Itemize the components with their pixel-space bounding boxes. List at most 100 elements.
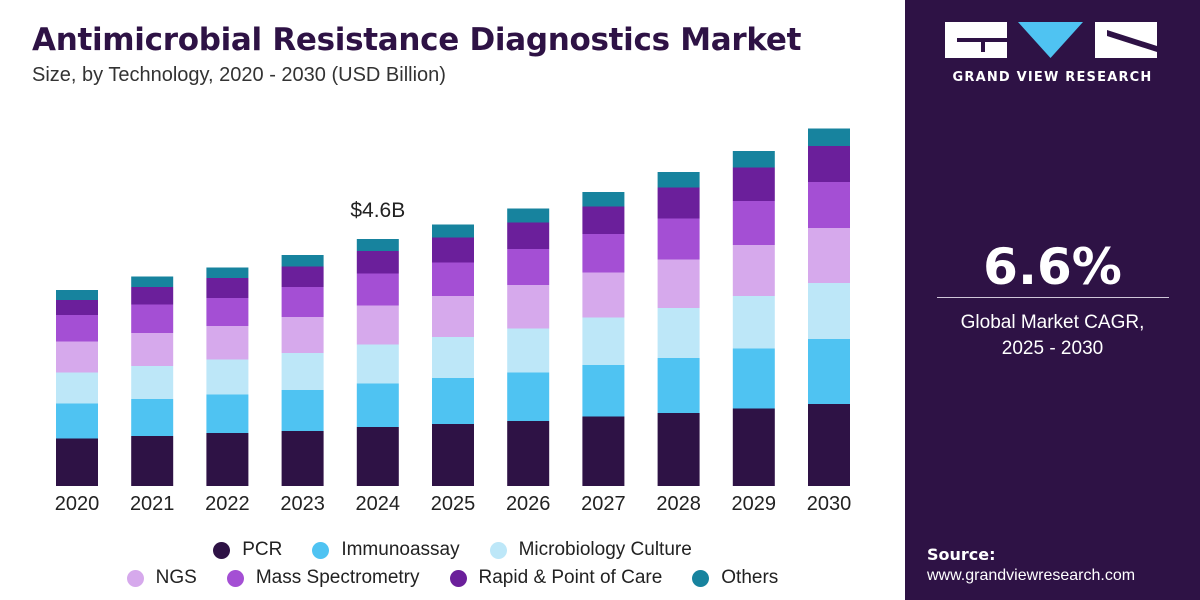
legend-item-rapid-and-point-of-care: Rapid & Point of Care: [449, 567, 663, 589]
divider: [937, 297, 1169, 298]
grand-view-research-logo: [945, 22, 1157, 58]
bar-segment-rapid-and-point-of-care-2025: [432, 237, 474, 263]
bar-segment-pcr-2027: [582, 416, 625, 486]
bar-segment-microbiology-culture-2022: [206, 359, 249, 395]
legend-label: NGS: [155, 567, 197, 588]
bar-segment-others-2030: [808, 128, 850, 146]
bar-segment-rapid-and-point-of-care-2028: [657, 187, 700, 219]
bar-segment-pcr-2023: [281, 431, 324, 486]
x-tick-label-2027: 2027: [581, 493, 626, 515]
legend-label: Rapid & Point of Care: [478, 567, 663, 588]
legend-swatch: [489, 541, 507, 559]
bar-segment-microbiology-culture-2025: [432, 337, 474, 378]
bar-segment-microbiology-culture-2026: [507, 328, 550, 373]
bar-segment-others-2020: [56, 290, 98, 300]
bar-segment-others-2027: [582, 192, 625, 207]
chart-legend: PCR Immunoassay Microbiology Culture NGS Mas…: [0, 536, 905, 592]
source-link[interactable]: www.grandviewresearch.com: [927, 567, 1136, 584]
bar-segment-mass-spectrometry-2025: [432, 262, 474, 296]
bar-segment-pcr-2028: [657, 413, 700, 486]
bar-segment-ngs-2029: [732, 245, 775, 296]
bar-segment-microbiology-culture-2020: [56, 372, 98, 404]
bar-segment-ngs-2023: [281, 317, 324, 353]
bar-segment-immunoassay-2021: [131, 399, 174, 436]
bar-segment-ngs-2030: [808, 228, 850, 283]
sidebar-panel: GRAND VIEW RESEARCH 6.6% Global Market C…: [905, 0, 1200, 600]
bar-segment-pcr-2021: [131, 436, 174, 486]
bar-segment-mass-spectrometry-2021: [131, 304, 174, 333]
x-tick-label-2030: 2030: [807, 493, 852, 515]
x-tick-label-2022: 2022: [205, 493, 250, 515]
x-tick-label-2026: 2026: [506, 493, 551, 515]
bar-segment-pcr-2030: [808, 404, 850, 486]
bar-segment-microbiology-culture-2023: [281, 353, 324, 390]
legend-swatch: [126, 569, 144, 587]
bar-segment-immunoassay-2024: [356, 383, 399, 427]
bar-segment-others-2022: [206, 267, 249, 278]
cagr-label-line-1: Global Market CAGR,: [960, 312, 1145, 333]
bar-segment-others-2028: [657, 172, 700, 188]
bar-segment-immunoassay-2022: [206, 394, 249, 433]
bar-segment-others-2026: [507, 208, 550, 223]
data-label-2024: $4.6B: [350, 199, 405, 222]
legend-label: PCR: [242, 539, 283, 560]
legend-row-1: PCR Immunoassay Microbiology Culture: [0, 536, 905, 564]
cagr-label: Global Market CAGR, 2025 - 2030: [905, 310, 1200, 362]
legend-swatch: [213, 541, 231, 559]
bar-segment-immunoassay-2023: [281, 390, 324, 431]
bar-segment-microbiology-culture-2021: [131, 366, 174, 399]
legend-item-immunoassay: Immunoassay: [312, 539, 460, 561]
x-tick-label-2024: 2024: [356, 493, 401, 515]
legend-label: Immunoassay: [341, 539, 460, 560]
chart-subtitle: Size, by Technology, 2020 - 2030 (USD Bi…: [32, 64, 446, 86]
bar-segment-microbiology-culture-2029: [732, 296, 775, 349]
bar-segment-mass-spectrometry-2028: [657, 218, 700, 260]
chart-title: Antimicrobial Resistance Diagnostics Mar…: [32, 22, 802, 58]
bar-segment-rapid-and-point-of-care-2022: [206, 278, 249, 298]
bar-segment-ngs-2025: [432, 296, 474, 337]
bar-segment-immunoassay-2027: [582, 365, 625, 417]
bar-segment-mass-spectrometry-2027: [582, 234, 625, 273]
bar-segment-rapid-and-point-of-care-2026: [507, 222, 550, 249]
legend-item-microbiology-culture: Microbiology Culture: [489, 539, 692, 561]
bar-segment-pcr-2020: [56, 438, 98, 486]
x-tick-label-2020: 2020: [55, 493, 100, 515]
bar-segment-immunoassay-2020: [56, 403, 98, 439]
bar-segment-others-2023: [281, 255, 324, 267]
bar-segment-mass-spectrometry-2026: [507, 249, 550, 285]
bar-segment-rapid-and-point-of-care-2023: [281, 266, 324, 287]
bar-segment-others-2029: [732, 151, 775, 168]
cagr-value: 6.6%: [983, 238, 1122, 296]
bar-segment-ngs-2021: [131, 333, 174, 366]
legend-label: Others: [721, 567, 779, 588]
x-tick-label-2023: 2023: [280, 493, 325, 515]
bar-segment-pcr-2022: [206, 433, 249, 486]
bar-segment-microbiology-culture-2027: [582, 317, 625, 365]
bar-segment-ngs-2022: [206, 326, 249, 360]
bar-segment-rapid-and-point-of-care-2029: [732, 167, 775, 201]
bar-segment-immunoassay-2030: [808, 339, 850, 404]
legend-row-2: NGS Mass Spectrometry Rapid & Point of Car…: [0, 564, 905, 592]
bar-segment-rapid-and-point-of-care-2030: [808, 146, 850, 182]
bar-segment-pcr-2025: [432, 424, 474, 486]
legend-swatch: [226, 569, 244, 587]
bar-segment-microbiology-culture-2030: [808, 283, 850, 339]
legend-item-mass-spectrometry: Mass Spectrometry: [226, 567, 420, 589]
bar-segment-ngs-2027: [582, 272, 625, 318]
cagr-label-line-2: 2025 - 2030: [1001, 338, 1104, 359]
bar-segment-mass-spectrometry-2020: [56, 315, 98, 342]
bar-segment-rapid-and-point-of-care-2021: [131, 287, 174, 305]
bar-segment-ngs-2020: [56, 341, 98, 373]
bar-segment-rapid-and-point-of-care-2027: [582, 206, 625, 234]
legend-item-others: Others: [692, 567, 778, 589]
x-tick-label-2029: 2029: [732, 493, 777, 515]
chart-panel: Antimicrobial Resistance Diagnostics Mar…: [0, 22, 905, 592]
x-tick-label-2021: 2021: [130, 493, 175, 515]
x-tick-label-2028: 2028: [656, 493, 701, 515]
bar-segment-pcr-2026: [507, 421, 550, 486]
bar-segment-mass-spectrometry-2023: [281, 287, 324, 317]
bar-segment-ngs-2024: [356, 305, 399, 345]
bar-segment-mass-spectrometry-2024: [356, 273, 399, 306]
brand-name: GRAND VIEW RESEARCH: [952, 70, 1153, 85]
bar-segment-microbiology-culture-2028: [657, 308, 700, 358]
